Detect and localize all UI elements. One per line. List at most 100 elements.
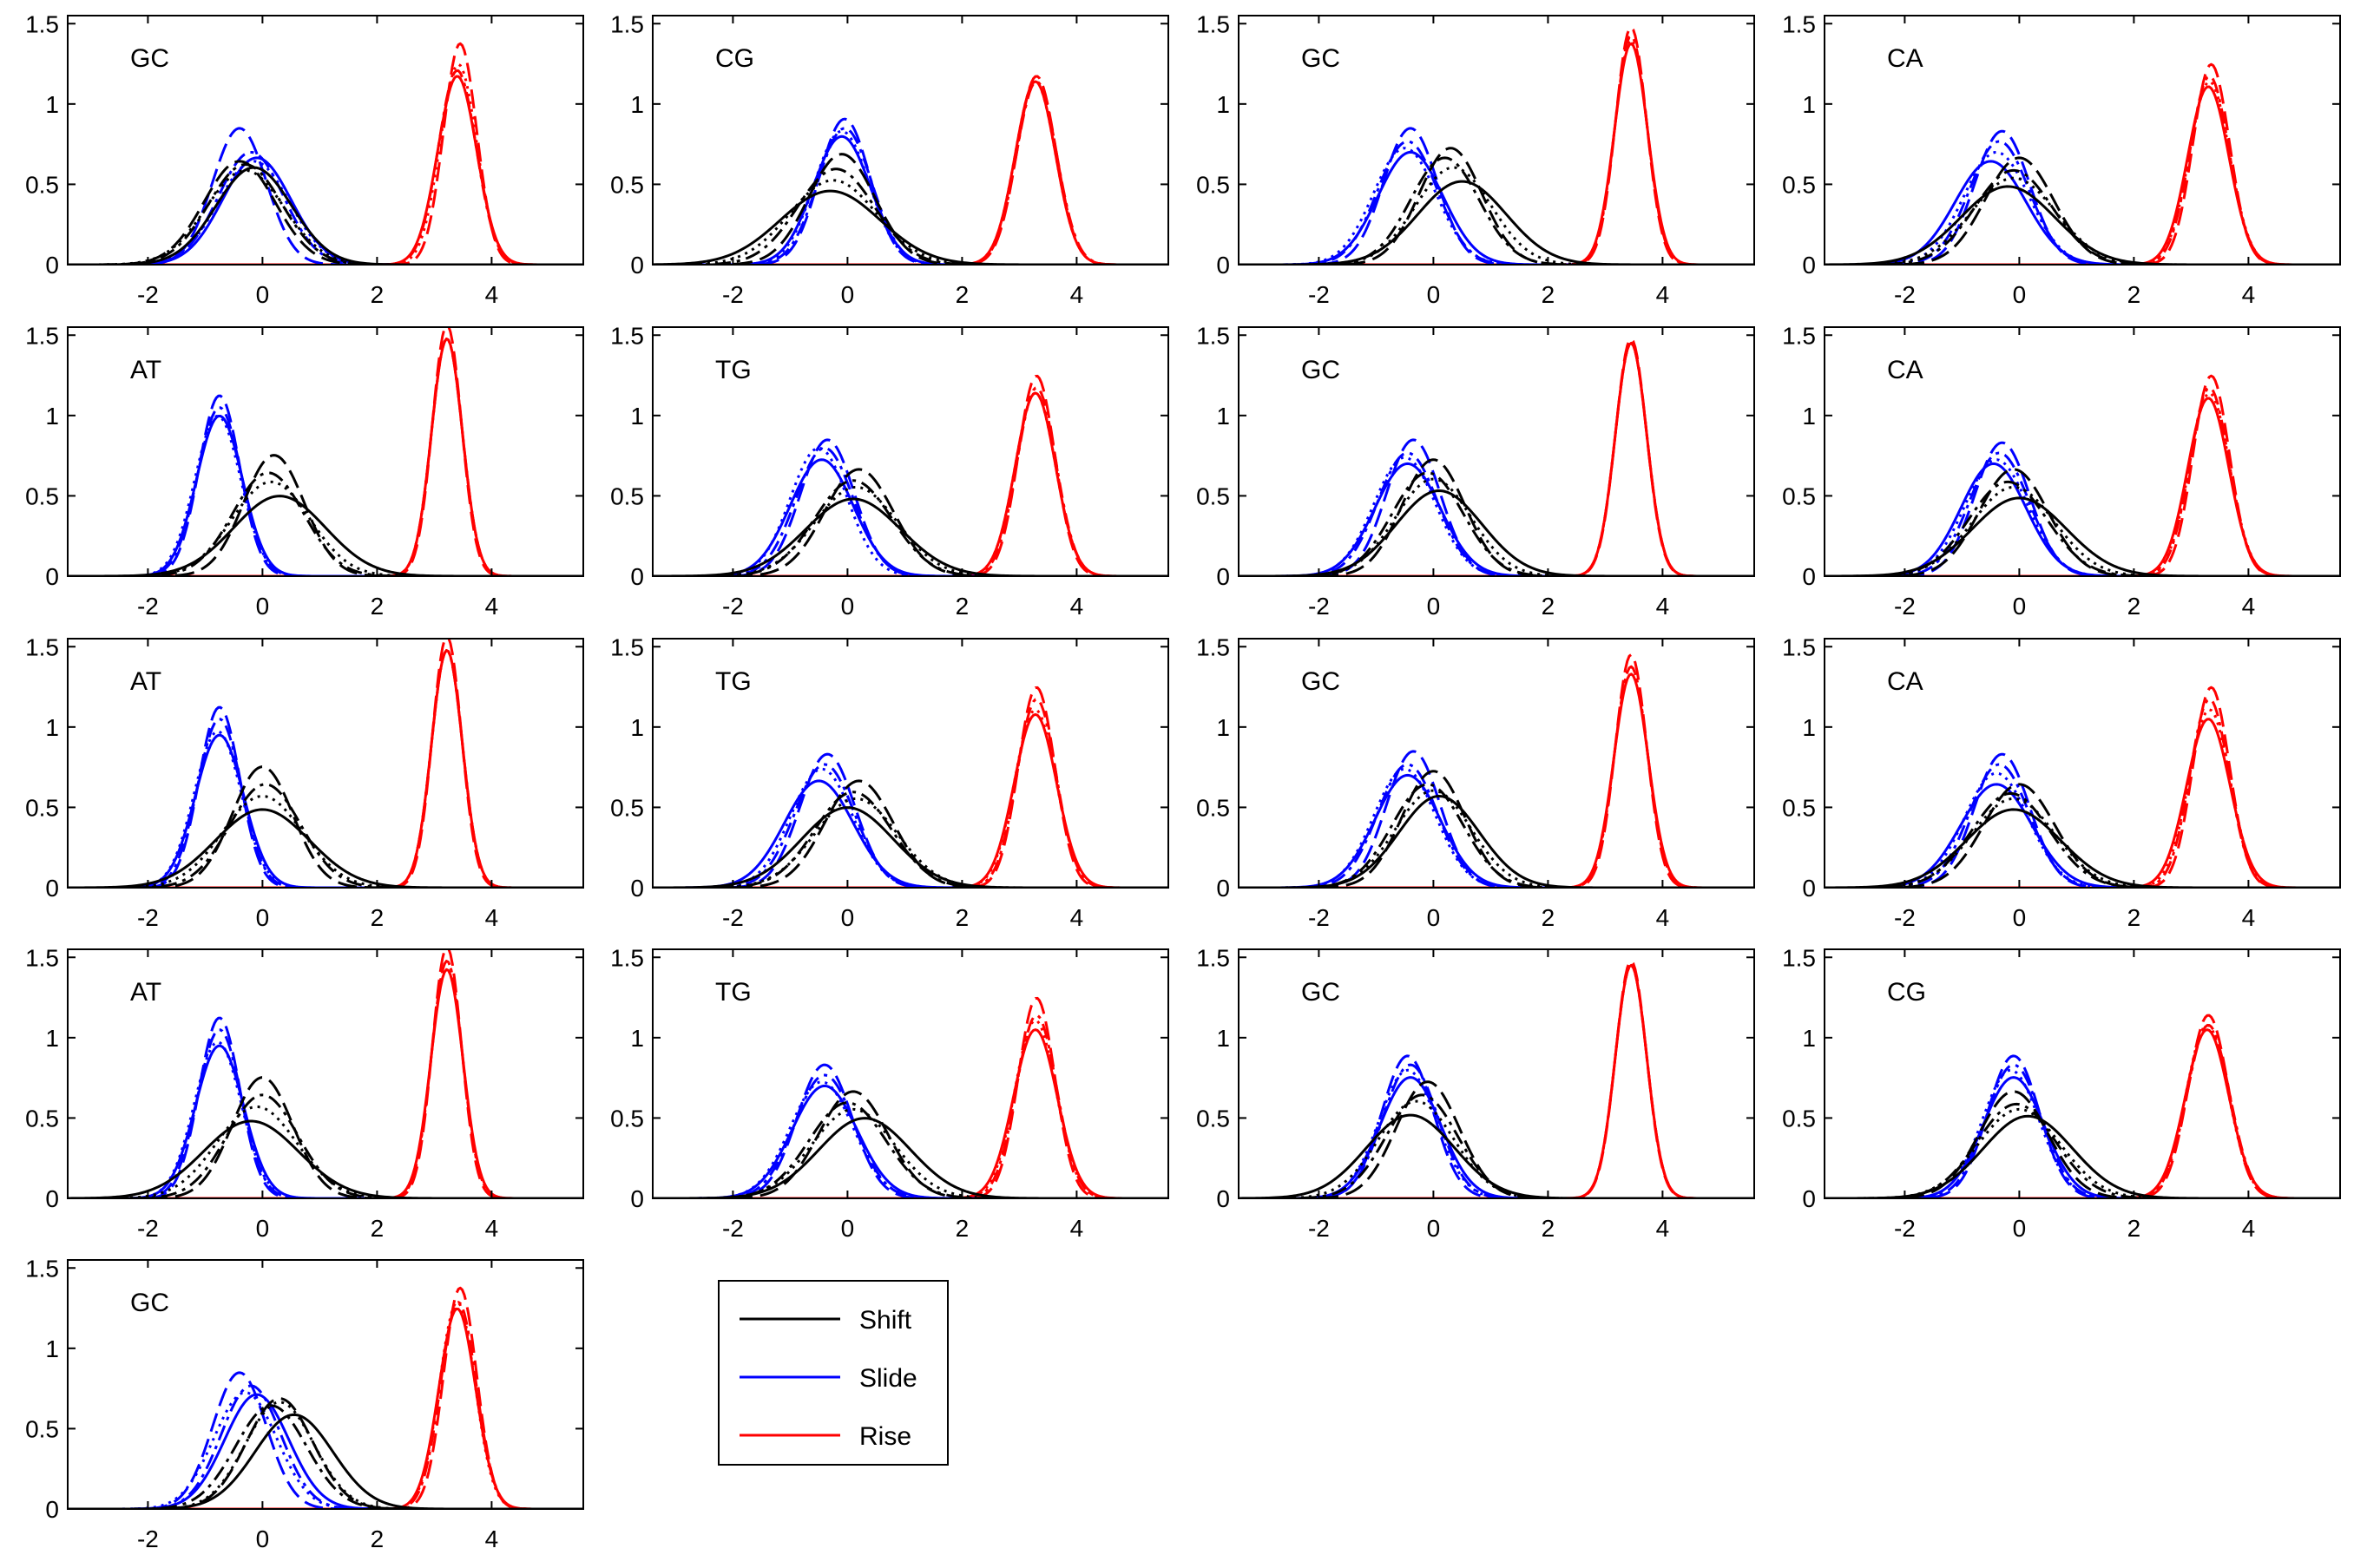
slide-curve-dash-dot: [1239, 451, 1754, 576]
x-tick-label: 0: [256, 281, 270, 308]
x-tick-label: 2: [371, 1525, 385, 1552]
y-tick-label: 0: [1802, 875, 1816, 902]
x-tick-label: -2: [1894, 904, 1916, 931]
slide-curve-dotted: [1239, 456, 1754, 576]
y-tick-label: 1.5: [1782, 944, 1816, 971]
shift-curve-dashed: [1239, 147, 1754, 265]
panel-12: -2 0 2 4 0 0.5 1 1.5 CA: [1782, 633, 2341, 931]
shift-curve-dotted: [68, 168, 583, 265]
slide-curve-solid: [1239, 150, 1754, 265]
x-tick-label: 2: [956, 1215, 970, 1242]
x-tick-label: 0: [256, 1215, 270, 1242]
y-tick-label: 0.5: [1782, 482, 1816, 509]
panel-label: GC: [1301, 978, 1340, 1007]
slide-curve-dash-dot: [1239, 763, 1754, 888]
slide-curve-dash-dot: [68, 1028, 583, 1198]
rise-curve-dashed: [1239, 959, 1754, 1198]
panel-6: -2 0 2 4 0 0.5 1 1.5 TG: [610, 322, 1169, 620]
y-tick-label: 0: [45, 1496, 59, 1523]
slide-curve-solid: [1825, 462, 2340, 576]
y-tick-label: 1.5: [610, 944, 644, 971]
panel-14: -2 0 2 4 0 0.5 1 1.5 TG: [610, 944, 1169, 1242]
slide-curve-dash-dot: [1239, 140, 1754, 265]
x-tick-label: 2: [956, 904, 970, 931]
y-tick-label: 1: [1802, 403, 1816, 430]
x-tick-label: 0: [2013, 593, 2027, 620]
slide-curve-dashed: [1239, 127, 1754, 265]
y-tick-label: 1: [45, 403, 59, 430]
x-tick-label: 4: [1656, 593, 1670, 620]
panel-15: -2 0 2 4 0 0.5 1 1.5 GC: [1196, 944, 1755, 1242]
axes-box: [1238, 638, 1755, 889]
axes-box: [652, 638, 1169, 889]
panel-8: -2 0 2 4 0 0.5 1 1.5 CA: [1782, 322, 2341, 620]
y-tick-label: 1: [45, 1025, 59, 1052]
slide-curve-dashed: [1239, 1054, 1754, 1198]
slide-curve-dashed: [1825, 1054, 2340, 1198]
slide-curve-solid: [1825, 1076, 2340, 1198]
x-tick-label: 0: [1427, 593, 1441, 620]
slide-curve-dash-dot: [1825, 1063, 2340, 1198]
rise-curve-dashed: [1825, 1014, 2340, 1198]
y-tick-label: 1.5: [610, 10, 644, 37]
axes-box: [1824, 326, 2341, 577]
slide-curve-dash-dot: [653, 446, 1168, 576]
axes-box: [1824, 15, 2341, 266]
y-tick-label: 1.5: [1782, 633, 1816, 660]
x-tick-label: 4: [485, 904, 499, 931]
y-tick-label: 1: [1216, 1025, 1230, 1052]
x-tick-label: 2: [956, 281, 970, 308]
slide-curve-dotted: [1825, 1068, 2340, 1198]
slide-curve-solid: [653, 458, 1168, 576]
x-tick-label: 4: [1070, 593, 1084, 620]
panel-curves: [68, 949, 583, 1198]
x-tick-label: 2: [371, 281, 385, 308]
x-tick-label: -2: [137, 1215, 159, 1242]
y-tick-label: 0.5: [1196, 794, 1230, 821]
axes-box: [652, 15, 1169, 266]
rise-curve-dashed: [68, 42, 583, 265]
slide-curve-solid: [1825, 160, 2340, 265]
y-tick-label: 0: [1216, 252, 1230, 279]
y-tick-label: 0.5: [25, 171, 59, 198]
shift-curve-dotted: [1239, 477, 1754, 576]
panel-5: -2 0 2 4 0 0.5 1 1.5 AT: [25, 322, 584, 620]
x-tick-label: -2: [137, 281, 159, 308]
y-tick-label: 1.5: [1196, 633, 1230, 660]
y-tick-label: 0.5: [610, 1105, 644, 1132]
rise-curve-solid: [653, 1028, 1168, 1198]
y-tick-label: 0: [630, 563, 644, 590]
shift-curve-dotted: [1239, 1099, 1754, 1198]
slide-curve-dotted: [653, 1080, 1168, 1198]
x-tick-label: 4: [485, 593, 499, 620]
slide-curve-dash-dot: [653, 1073, 1168, 1198]
slide-curve-solid: [68, 414, 583, 576]
rise-curve-dash-dot: [1825, 75, 2340, 265]
y-tick-label: 0: [630, 875, 644, 902]
shift-curve-solid: [1239, 489, 1754, 576]
panel-curves: [653, 374, 1168, 576]
panel-label: TG: [715, 978, 752, 1007]
y-tick-label: 1.5: [25, 633, 59, 660]
slide-curve-dashed: [1239, 438, 1754, 576]
panel-label: GC: [130, 1289, 169, 1317]
x-tick-label: 4: [2242, 593, 2256, 620]
panel-13: -2 0 2 4 0 0.5 1 1.5 AT: [25, 944, 584, 1242]
y-tick-label: 1: [1216, 714, 1230, 741]
panel-17: -2 0 2 4 0 0.5 1 1.5 GC: [25, 1255, 584, 1552]
x-tick-label: -2: [1894, 1215, 1916, 1242]
x-tick-label: 2: [371, 904, 385, 931]
rise-curve-dashed: [653, 374, 1168, 576]
y-tick-label: 0.5: [25, 1105, 59, 1132]
axes-box: [652, 948, 1169, 1199]
x-tick-label: 4: [2242, 904, 2256, 931]
y-tick-label: 1: [1802, 1025, 1816, 1052]
panel-7: -2 0 2 4 0 0.5 1 1.5 GC: [1196, 322, 1755, 620]
y-tick-label: 0: [1216, 1185, 1230, 1212]
slide-curve-dash-dot: [68, 1384, 583, 1509]
panel-curves: [653, 996, 1168, 1198]
x-tick-label: 0: [1427, 281, 1441, 308]
x-tick-label: -2: [722, 281, 744, 308]
y-tick-label: 0: [630, 1185, 644, 1212]
